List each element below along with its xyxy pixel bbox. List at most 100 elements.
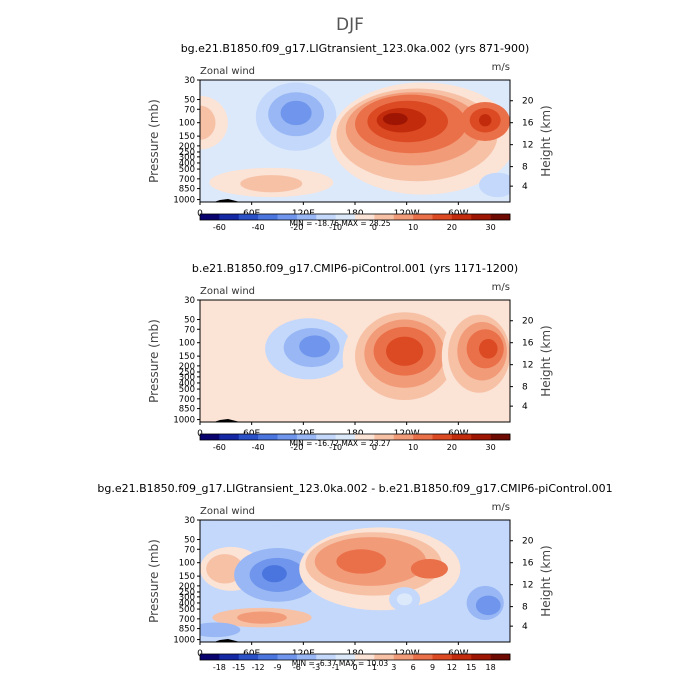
colorbar-swatch — [393, 214, 414, 220]
min-max-stats: MIN = -6.37 MAX = 10.03 — [292, 659, 389, 668]
y-tick-label: 1000 — [173, 636, 195, 646]
colorbar-label: 10 — [408, 443, 418, 452]
y-tick-label: 50 — [184, 536, 195, 546]
height-tick-label: 20 — [522, 537, 534, 547]
y-axis-title: Pressure (mb) — [147, 539, 161, 623]
y-tick-label: 30 — [184, 76, 195, 86]
colorbar-label: 20 — [447, 223, 457, 232]
colorbar-label: 6 — [411, 663, 416, 672]
contour-level — [206, 554, 244, 584]
colorbar-label: -3 — [312, 663, 320, 672]
colorbar-swatch — [296, 654, 317, 660]
height-tick-label: 4 — [522, 622, 528, 632]
colorbar-swatch — [432, 214, 453, 220]
y-tick-label: 700 — [179, 615, 195, 625]
y-tick-label: 400 — [179, 599, 195, 609]
y-tick-label: 150 — [179, 132, 195, 142]
y-tick-label: 700 — [179, 395, 195, 405]
colorbar-label: 18 — [486, 663, 496, 672]
contour-level — [240, 175, 303, 193]
contour-level — [200, 622, 241, 638]
colorbar-label: -9 — [274, 663, 282, 672]
y-tick-label: 70 — [184, 545, 195, 555]
colorbar-swatch — [258, 214, 278, 220]
y-tick-label: 500 — [179, 165, 195, 175]
contour-level — [386, 336, 424, 366]
colorbar-swatch — [374, 434, 395, 440]
contour-level — [200, 336, 269, 374]
colorbar-label: -18 — [213, 663, 226, 672]
colorbar-swatch — [451, 434, 472, 440]
colorbar-swatch — [258, 434, 278, 440]
height-tick-label: 16 — [522, 559, 534, 569]
colorbar-swatch — [393, 434, 414, 440]
colorbar-swatch — [413, 654, 433, 660]
variable-label: Zonal wind — [200, 506, 255, 517]
y-tick-label: 30 — [184, 516, 195, 526]
colorbar-swatch — [316, 434, 336, 440]
colorbar-swatch — [471, 434, 491, 440]
y-tick-label: 100 — [179, 559, 195, 569]
panel-1: bg.e21.B1850.f09_g17.LIGtransient_123.0k… — [147, 42, 553, 232]
y-tick-label: 250 — [179, 368, 195, 378]
height-tick-label: 16 — [522, 339, 534, 349]
topography — [214, 419, 240, 422]
panel-title: bg.e21.B1850.f09_g17.LIGtransient_123.0k… — [181, 42, 530, 55]
y-tick-label: 200 — [179, 582, 195, 592]
colorbar: -18 -15 -12 -9 -6 -3 -1 0 1 3 6 9 12 15 18 — [199, 653, 511, 672]
contour-level — [479, 339, 498, 359]
panel-3: bg.e21.B1850.f09_g17.LIGtransient_123.0k… — [97, 482, 612, 672]
colorbar-frame — [199, 653, 511, 661]
colorbar-swatch — [258, 654, 278, 660]
colorbar-swatch — [432, 654, 453, 660]
y-tick-label: 400 — [179, 159, 195, 169]
colorbar-label: 30 — [486, 443, 496, 452]
panel-2: b.e21.B1850.f09_g17.CMIP6-piControl.001 … — [147, 262, 553, 452]
contour-field — [200, 520, 510, 642]
colorbar-label: 12 — [447, 663, 457, 672]
colorbar-swatch — [490, 434, 511, 440]
units-label: m/s — [492, 282, 510, 293]
colorbar-swatch — [413, 214, 433, 220]
height-tick-label: 8 — [522, 603, 528, 613]
y-tick-label: 400 — [179, 379, 195, 389]
colorbar-label: -40 — [252, 223, 265, 232]
colorbar-swatch — [490, 654, 511, 660]
colorbar-swatch — [277, 214, 298, 220]
y-tick-label: 700 — [179, 175, 195, 185]
colorbar-swatch — [219, 214, 240, 220]
colorbar-swatch — [238, 214, 259, 220]
colorbar-frame — [199, 433, 511, 441]
colorbar-label: 20 — [447, 443, 457, 452]
contour-level — [209, 302, 284, 322]
contour-level — [382, 112, 408, 126]
colorbar-swatch — [355, 654, 375, 660]
right-axis-title: Height (km) — [539, 325, 553, 396]
y-tick-label: 50 — [184, 96, 195, 106]
colorbar-label: 0 — [352, 663, 357, 672]
colorbar-frame — [199, 213, 511, 221]
y-tick-label: 850 — [179, 625, 195, 635]
variable-label: Zonal wind — [200, 66, 255, 77]
colorbar-swatch — [219, 654, 240, 660]
y-tick-label: 70 — [184, 105, 195, 115]
colorbar-swatch — [451, 654, 472, 660]
colorbar-swatch — [335, 434, 356, 440]
y-tick-label: 300 — [179, 373, 195, 383]
y-tick-label: 100 — [179, 339, 195, 349]
contour-level — [237, 611, 287, 624]
min-max-stats: MIN = -18.76 MAX = 28.25 — [289, 219, 390, 228]
colorbar-swatch — [296, 434, 317, 440]
colorbar-label: -20 — [290, 443, 303, 452]
colorbar: -60 -40 -20 -10 0 10 20 30 — [199, 433, 511, 452]
colorbar-swatch — [335, 654, 356, 660]
y-tick-label: 70 — [184, 325, 195, 335]
colorbar-label: 30 — [486, 223, 496, 232]
colorbar-swatch — [490, 214, 511, 220]
colorbar-swatch — [355, 434, 375, 440]
y-tick-label: 500 — [179, 385, 195, 395]
colorbar-swatch — [471, 654, 491, 660]
contour-level — [299, 335, 331, 358]
contour-level — [200, 105, 216, 140]
